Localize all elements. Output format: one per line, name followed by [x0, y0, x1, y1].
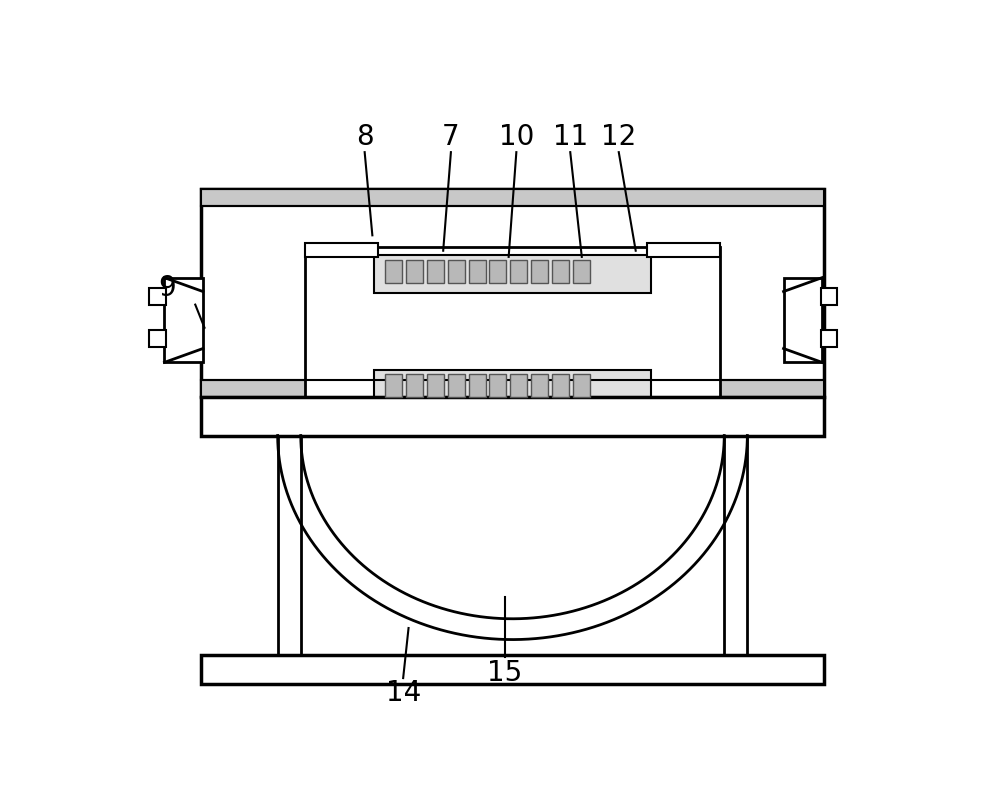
Bar: [448, 260, 465, 283]
Bar: [201, 397, 824, 435]
Bar: [531, 260, 548, 283]
Bar: [374, 255, 651, 293]
Bar: [374, 370, 651, 409]
Bar: [820, 288, 837, 305]
Bar: [573, 260, 590, 283]
Bar: [201, 655, 824, 684]
Bar: [784, 278, 822, 363]
Bar: [427, 374, 444, 397]
Bar: [647, 243, 720, 257]
Text: 11: 11: [553, 123, 588, 151]
Text: 8: 8: [356, 123, 373, 151]
Bar: [510, 260, 527, 283]
Bar: [427, 260, 444, 283]
Bar: [385, 260, 402, 283]
Text: 9: 9: [159, 274, 176, 301]
Text: 15: 15: [487, 659, 522, 687]
Bar: [305, 243, 378, 257]
Bar: [149, 330, 166, 347]
Bar: [201, 189, 824, 397]
Bar: [406, 374, 423, 397]
Bar: [406, 260, 423, 283]
Bar: [305, 398, 378, 413]
Bar: [469, 260, 486, 283]
Bar: [573, 374, 590, 397]
Bar: [552, 260, 569, 283]
Text: 10: 10: [499, 123, 534, 151]
Text: 7: 7: [442, 123, 460, 151]
Bar: [489, 374, 506, 397]
Bar: [305, 247, 720, 401]
Bar: [385, 374, 402, 397]
Bar: [201, 189, 824, 206]
Bar: [552, 374, 569, 397]
Bar: [149, 288, 166, 305]
Bar: [448, 374, 465, 397]
Text: 12: 12: [601, 123, 636, 151]
Bar: [469, 374, 486, 397]
Bar: [489, 260, 506, 283]
Bar: [531, 374, 548, 397]
Bar: [164, 278, 203, 363]
Bar: [820, 330, 837, 347]
Bar: [510, 374, 527, 397]
Text: 14: 14: [386, 679, 421, 708]
Bar: [201, 380, 824, 397]
Bar: [647, 398, 720, 413]
